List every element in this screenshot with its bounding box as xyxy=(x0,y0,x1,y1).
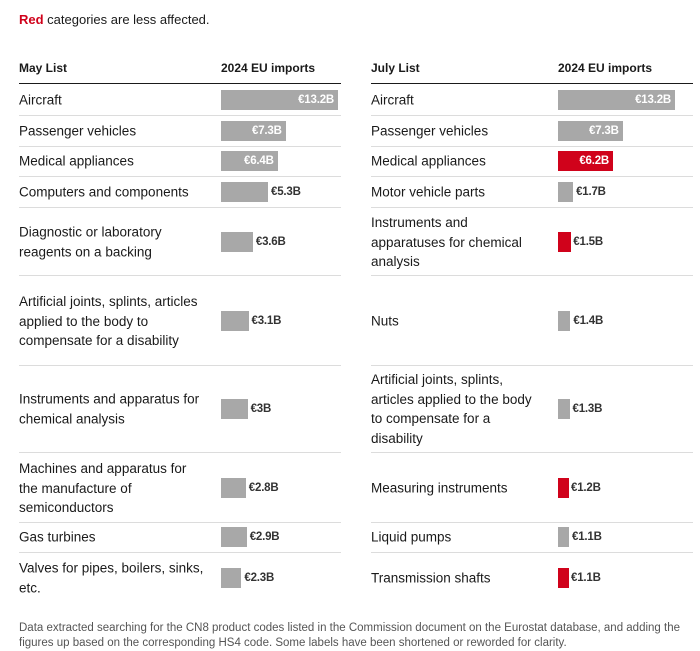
may-row-divider xyxy=(19,552,341,553)
july-value-label: €1.1B xyxy=(571,572,601,584)
may-category-label: Instruments and apparatus for chemical a… xyxy=(19,391,200,427)
july-row-divider xyxy=(371,115,693,116)
july-import-bar xyxy=(558,232,572,252)
may-import-bar xyxy=(221,399,248,419)
july-row-divider xyxy=(371,146,693,147)
july-value-label: €1.4B xyxy=(573,315,604,327)
july-row-divider xyxy=(371,207,693,208)
july-value-label: €1.5B xyxy=(573,236,603,248)
july-import-bar xyxy=(558,311,571,331)
note-highlight: Red xyxy=(19,12,44,27)
july-imports-header: 2024 EU imports xyxy=(558,61,653,75)
may-value-label: €3B xyxy=(250,403,272,415)
july-category-label: Nuts xyxy=(371,313,399,329)
may-value-label: €13.2B xyxy=(298,94,334,106)
july-category-label: Aircraft xyxy=(371,92,414,108)
may-category-label: Machines and apparatus for the manufactu… xyxy=(19,460,187,515)
july-row-divider xyxy=(371,552,693,553)
may-import-bar xyxy=(221,478,246,498)
july-category-label: Liquid pumps xyxy=(371,529,452,545)
may-category-label: Medical appliances xyxy=(19,153,134,169)
may-value-label: €6.4B xyxy=(244,155,274,167)
july-import-bar xyxy=(558,90,675,110)
may-row-divider xyxy=(19,176,341,177)
july-category-label: Motor vehicle parts xyxy=(371,184,486,200)
may-row-divider xyxy=(19,452,341,453)
july-value-label: €6.2B xyxy=(579,155,609,167)
may-category-label: Valves for pipes, boilers, sinks, etc. xyxy=(19,560,204,596)
july-value-label: €1.7B xyxy=(576,186,606,198)
may-value-label: €2.8B xyxy=(248,482,279,494)
may-import-bar xyxy=(221,568,242,588)
july-import-bar xyxy=(558,399,570,419)
may-category-label: Computers and components xyxy=(19,184,189,200)
july-category-label: Medical appliances xyxy=(371,153,486,169)
may-import-bar xyxy=(221,527,247,547)
may-import-bar xyxy=(221,182,268,202)
july-import-bar xyxy=(558,568,569,588)
july-import-bar xyxy=(558,151,613,171)
may-import-bar xyxy=(221,311,249,331)
july-value-label: €1.3B xyxy=(572,403,603,415)
may-import-bar xyxy=(221,90,338,110)
may-import-bar xyxy=(221,121,286,141)
july-category-label: Measuring instruments xyxy=(371,480,508,496)
july-category-label: Passenger vehicles xyxy=(371,123,489,139)
may-imports-header: 2024 EU imports xyxy=(221,61,316,75)
may-value-label: €5.3B xyxy=(271,186,301,198)
may-row-divider xyxy=(19,146,341,147)
july-category-label: Artificial joints, splints, articles app… xyxy=(371,372,532,446)
may-value-label: €3.6B xyxy=(255,236,286,248)
july-row-divider xyxy=(371,452,693,453)
july-category-label: Transmission shafts xyxy=(371,570,491,586)
july-import-bar xyxy=(558,121,623,141)
july-category-label: Instruments and apparatuses for chemical… xyxy=(371,214,522,269)
july-row-divider xyxy=(371,365,693,366)
july-import-bar xyxy=(558,478,569,498)
july-value-label: €7.3B xyxy=(589,125,619,137)
july-list-header: July List xyxy=(371,61,420,75)
may-value-label: €7.3B xyxy=(252,125,282,137)
july-value-label: €1.2B xyxy=(571,482,601,494)
may-header-rule xyxy=(19,83,341,84)
may-row-divider xyxy=(19,365,341,366)
may-row-divider xyxy=(19,275,341,276)
may-value-label: €3.1B xyxy=(251,315,282,327)
july-value-label: €13.2B xyxy=(635,94,671,106)
july-row-divider xyxy=(371,275,693,276)
highlight-note: Red categories are less affected. xyxy=(19,12,210,27)
may-value-label: €2.3B xyxy=(244,572,275,584)
july-header-rule xyxy=(371,83,693,84)
july-row-divider xyxy=(371,522,693,523)
july-import-bar xyxy=(558,527,569,547)
july-import-bar xyxy=(558,182,574,202)
may-row-divider xyxy=(19,522,341,523)
may-row-divider xyxy=(19,115,341,116)
may-category-label: Diagnostic or laboratory reagents on a b… xyxy=(19,224,162,260)
may-import-bar xyxy=(221,232,253,252)
july-value-label: €1.1B xyxy=(572,531,602,543)
note-text: categories are less affected. xyxy=(43,12,210,27)
source-note: Data extracted searching for the CN8 pro… xyxy=(19,622,680,649)
may-value-label: €2.9B xyxy=(249,531,280,543)
may-import-bar xyxy=(221,151,278,171)
may-row-divider xyxy=(19,207,341,208)
july-row-divider xyxy=(371,176,693,177)
may-category-label: Aircraft xyxy=(19,92,62,108)
may-category-label: Gas turbines xyxy=(19,529,96,545)
may-category-label: Artificial joints, splints, articles app… xyxy=(19,293,198,348)
may-list-header: May List xyxy=(19,61,68,75)
may-category-label: Passenger vehicles xyxy=(19,123,137,139)
